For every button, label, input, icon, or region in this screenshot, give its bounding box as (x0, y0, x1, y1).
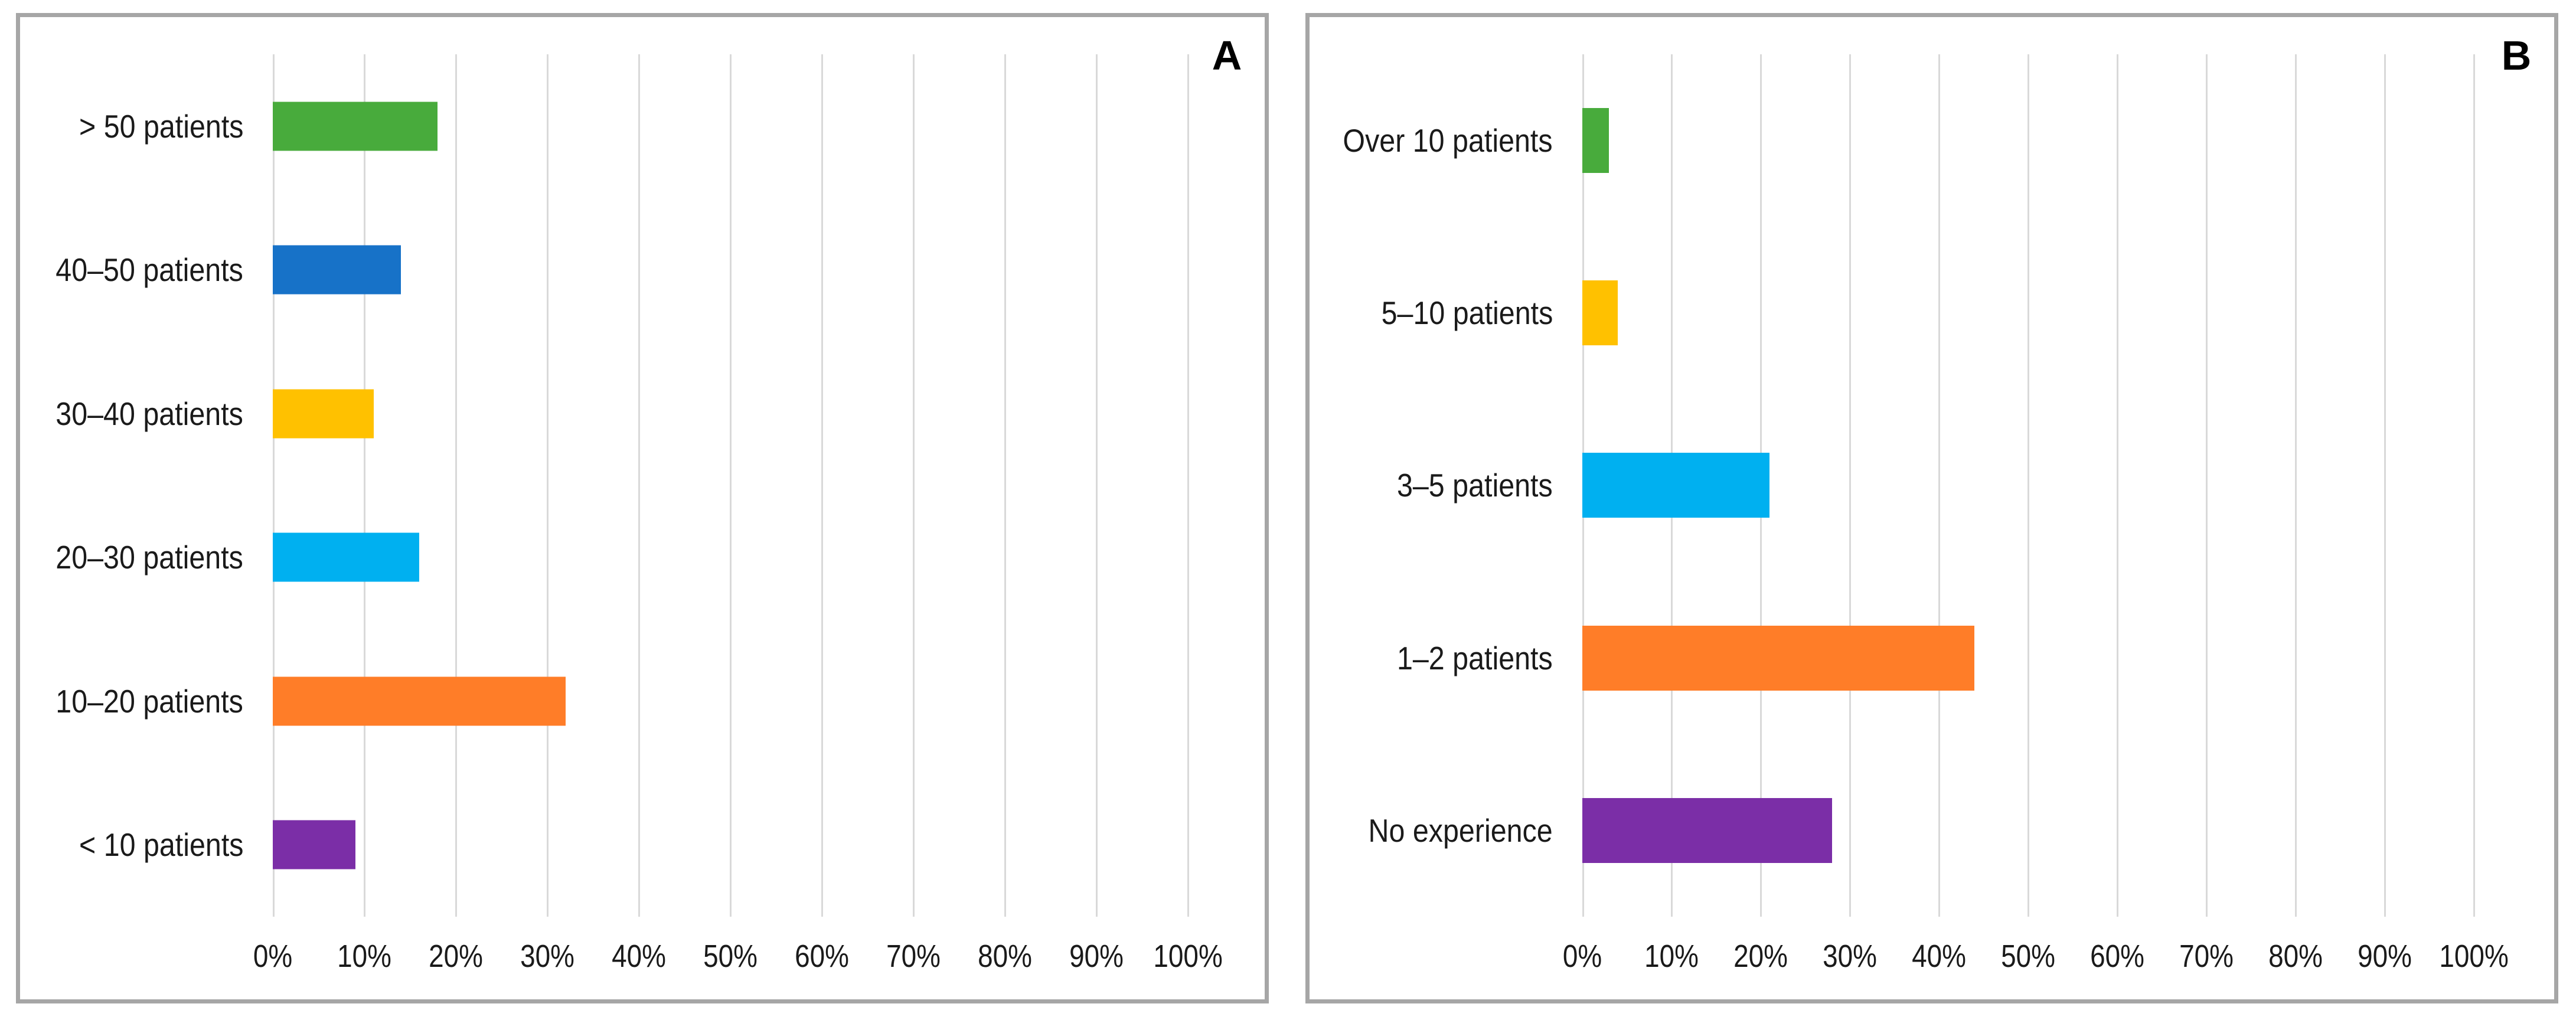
x-axis-tick-label: 80% (978, 939, 1032, 974)
chart-panel-a: A > 50 patients 40–50 patients 30–40 patie… (16, 13, 1269, 1003)
panel-label-a: A (1212, 32, 1242, 79)
bar-44pct (1582, 625, 1975, 691)
x-axis-tick-label: 70% (886, 939, 941, 974)
bar-18pct (273, 102, 438, 151)
bar-14pct (273, 245, 401, 295)
bar-21pct (1582, 453, 1770, 518)
panel-label-b: B (2501, 32, 2532, 79)
gridline-90pct (2384, 54, 2386, 917)
x-axis-tick-label: 0% (1562, 939, 1602, 974)
gridline-0pct (273, 54, 275, 917)
x-axis-tick-label: 30% (520, 939, 574, 974)
category-label: 20–30 patients (55, 539, 243, 576)
x-axis-tick-label: 90% (1069, 939, 1124, 974)
category-label: No experience (1368, 812, 1553, 849)
category-row: 10–20 patients (20, 629, 1188, 773)
bar-9pct (273, 820, 355, 869)
category-label: 5–10 patients (1381, 295, 1553, 332)
category-label: 1–2 patients (1397, 639, 1553, 676)
x-axis-tick-label: 20% (1733, 939, 1788, 974)
category-label: 3–5 patients (1397, 467, 1553, 504)
gridline-20pct (455, 54, 457, 917)
category-row: < 10 patients (20, 773, 1188, 917)
gridline-30pct (546, 54, 548, 917)
gridline-40pct (638, 54, 640, 917)
category-label: Over 10 patients (1343, 122, 1553, 159)
gridline-80pct (2294, 54, 2297, 917)
gridline-50pct (2027, 54, 2029, 917)
gridline-30pct (1849, 54, 1851, 917)
category-row: 3–5 patients (1310, 399, 2474, 571)
gridline-80pct (1004, 54, 1006, 917)
x-axis-tick-label: 50% (2001, 939, 2055, 974)
gridline-60pct (2116, 54, 2118, 917)
chart-panel-b: B Over 10 patients 5–10 patients 3–5 patie… (1305, 13, 2558, 1003)
category-row: 40–50 patients (20, 198, 1188, 342)
x-axis-tick-label: 80% (2268, 939, 2323, 974)
bar-32pct (273, 676, 566, 726)
gridline-50pct (729, 54, 732, 917)
category-label: > 50 patients (79, 107, 243, 145)
gridline-10pct (363, 54, 365, 917)
gridline-70pct (912, 54, 915, 917)
gridline-90pct (1095, 54, 1098, 917)
category-row: Over 10 patients (1310, 54, 2474, 227)
x-axis-tick-label: 10% (1644, 939, 1699, 974)
x-axis-tick-label: 0% (253, 939, 293, 974)
x-axis-tick-label: 60% (2090, 939, 2144, 974)
x-axis-tick-label: 50% (703, 939, 758, 974)
category-label: 40–50 patients (55, 251, 243, 289)
category-label: 30–40 patients (55, 395, 243, 432)
bar-4pct (1582, 280, 1618, 346)
x-axis-tick-label: 30% (1823, 939, 1877, 974)
category-row: 30–40 patients (20, 342, 1188, 486)
category-row: > 50 patients (20, 54, 1188, 198)
category-row: 20–30 patients (20, 486, 1188, 630)
x-axis-tick-label: 90% (2358, 939, 2412, 974)
x-axis-tick-label: 10% (337, 939, 391, 974)
category-row: 5–10 patients (1310, 227, 2474, 399)
x-axis-tick-label: 20% (429, 939, 483, 974)
category-row: No experience (1310, 744, 2474, 917)
x-axis-tick-label: 40% (612, 939, 666, 974)
gridline-100pct (2473, 54, 2475, 917)
bar-16pct (273, 532, 419, 582)
x-axis-tick-label: 100% (2439, 939, 2509, 974)
gridline-100pct (1187, 54, 1189, 917)
plot-area-a (273, 54, 1189, 917)
x-axis-tick-label: 40% (1912, 939, 1966, 974)
x-axis-tick-label: 60% (795, 939, 849, 974)
x-axis-tick-label: 70% (2179, 939, 2234, 974)
x-axis-tick-label: 100% (1153, 939, 1223, 974)
gridline-40pct (1938, 54, 1940, 917)
bar-3pct (1582, 108, 1609, 174)
bar-11pct (273, 389, 374, 439)
category-row: 1–2 patients (1310, 572, 2474, 744)
bar-28pct (1582, 797, 1832, 863)
category-label: < 10 patients (79, 826, 243, 864)
category-label: 10–20 patients (55, 682, 243, 720)
gridline-70pct (2205, 54, 2208, 917)
gridline-60pct (821, 54, 823, 917)
